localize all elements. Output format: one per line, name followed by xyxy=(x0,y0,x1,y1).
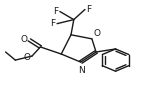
Text: O: O xyxy=(94,29,101,38)
Text: F: F xyxy=(53,7,59,16)
Text: N: N xyxy=(78,66,85,75)
Text: F: F xyxy=(51,19,56,28)
Text: F: F xyxy=(86,5,91,14)
Text: O: O xyxy=(21,35,28,44)
Text: O: O xyxy=(24,53,31,62)
